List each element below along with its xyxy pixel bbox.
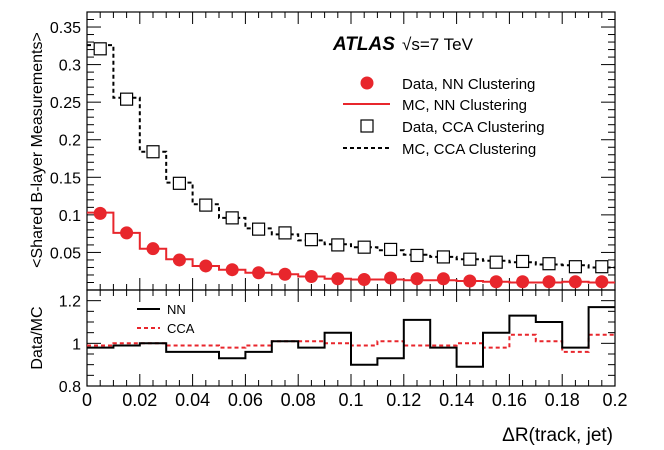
ratio-y-tick-label: 1.2 [59,294,81,311]
x-tick-label: 0.18 [545,390,580,410]
data-point-nn [199,259,213,273]
ratio-y-tick-label: 0.8 [59,379,81,396]
data-point-cca [568,260,583,274]
legend-label-data-nn: Data, NN Clustering [402,76,535,93]
legend-label-mc-cca: MC, CCA Clustering [402,141,536,158]
data-point-cca [172,176,186,190]
data-point-cca [278,226,292,240]
data-point-nn [410,272,424,286]
data-point-cca [410,248,424,263]
data-point-nn [278,267,292,281]
data-point-nn [357,272,371,286]
ratio-series-nn-step [87,306,615,368]
main-legend: Data, NN Clustering MC, NN Clustering Da… [343,76,545,158]
data-point-cca [515,254,530,269]
x-tick-label: 0.06 [228,390,263,410]
ratio-y-axis: 0.8 1 1.2 [59,289,615,396]
experiment-label: ATLAS [332,34,395,55]
ratio-x-axis: 0 0.02 0.04 0.06 0.08 0.1 0.12 0.14 0.16 0.18 0.2 [82,290,628,410]
legend-label-data-cca: Data, CCA Clustering [402,119,545,136]
ratio-series-cca-step [87,333,615,353]
ratio-series-layer [87,306,615,368]
data-point-cca [463,252,477,266]
x-tick-label: 0 [82,390,92,410]
main-series-layer [87,42,615,289]
data-point-cca [331,238,345,252]
x-tick-label: 0.16 [492,390,527,410]
main-y-tick-label: 0.15 [50,170,81,187]
main-y-axis-title: <Shared B-layer Measurements> [29,32,46,268]
data-point-cca [93,42,107,56]
data-point-cca [595,260,609,274]
data-point-nn [172,253,186,267]
x-tick-label: 0.1 [338,390,363,410]
main-y-tick-label: 0.3 [59,58,81,75]
legend-label-mc-nn: MC, NN Clustering [402,97,527,114]
data-point-cca [199,198,213,212]
main-y-axis: 0.05 0.1 0.15 0.2 0.25 0.3 0.35 [50,11,615,291]
ratio-y-tick-label: 1 [72,336,81,353]
x-tick-label: 0.14 [439,390,474,410]
legend-label-nn-ratio: NN [167,302,186,317]
data-point-cca [542,257,556,271]
data-point-nn [568,275,582,289]
data-point-nn [463,274,477,288]
energy-label: √s=7 TeV [402,35,474,54]
data-point-nn [225,263,239,277]
main-y-tick-label: 0.1 [59,208,81,225]
data-point-nn [516,275,530,289]
main-y-tick-label: 0.2 [59,133,81,150]
ratio-legend: NN CCA [137,302,195,336]
x-tick-label: 0.08 [281,390,316,410]
data-point-nn [331,272,345,286]
data-point-nn [252,266,266,280]
data-point-cca [489,255,503,269]
data-point-nn [436,272,450,286]
main-x-ticks [86,12,616,290]
x-tick-label: 0.12 [386,390,421,410]
legend-marker-data-nn [360,76,374,90]
data-point-nn [489,275,503,289]
main-y-tick-label: 0.35 [50,20,81,37]
data-point-cca [384,242,398,257]
ratio-y-axis-title: Data/MC [29,306,46,369]
x-tick-label: 0.2 [602,390,627,410]
legend-marker-data-cca [360,119,374,133]
series-mc-nn-step [87,211,615,284]
data-point-nn [595,275,609,289]
data-point-cca [357,240,371,254]
data-point-nn [304,269,318,283]
data-point-nn [146,242,160,256]
x-tick-label: 0.04 [175,390,210,410]
data-point-cca [146,145,160,159]
x-axis-title: ΔR(track, jet) [502,425,613,446]
data-point-cca [304,233,318,247]
data-point-cca [436,250,450,264]
data-point-nn [384,271,398,285]
data-point-cca [225,211,239,225]
data-point-nn [120,226,134,240]
data-point-cca [119,92,134,106]
main-y-tick-label: 0.05 [50,245,81,262]
x-tick-label: 0.02 [122,390,157,410]
data-point-nn [93,206,107,220]
data-point-cca [252,222,266,236]
main-y-tick-label: 0.25 [50,95,81,112]
data-point-nn [542,275,556,289]
legend-label-cca-ratio: CCA [167,321,195,336]
